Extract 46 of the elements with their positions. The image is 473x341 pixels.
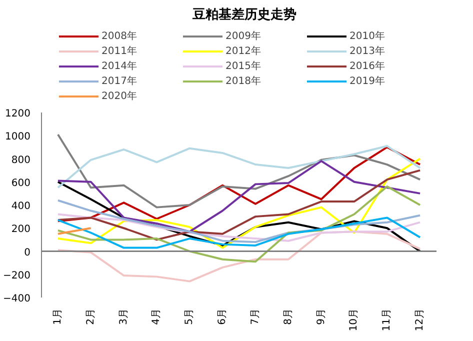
line-series <box>56 216 422 249</box>
y-tick-label: 400 <box>11 201 31 212</box>
legend-label: 2016年 <box>350 60 386 72</box>
x-tick-label: 9月 <box>316 308 327 325</box>
y-tick-label: 200 <box>11 224 31 236</box>
x-tick-label: 12月 <box>414 308 426 332</box>
x-tick-label: 3月 <box>118 308 130 325</box>
y-tick-label: 1200 <box>5 108 31 120</box>
x-tick-label: 8月 <box>282 308 294 325</box>
x-tick-label: 6月 <box>217 308 228 325</box>
y-tick-label: −400 <box>3 294 31 304</box>
legend-label: 2019年 <box>350 74 386 88</box>
legend-label: 2018年 <box>226 74 262 88</box>
x-tick-label: 7月 <box>250 308 261 325</box>
legend-label: 2015年 <box>226 60 262 72</box>
y-tick-label: 600 <box>11 178 31 189</box>
legend-label: 2020年 <box>102 90 138 102</box>
x-tick-label: 10月 <box>348 308 360 332</box>
legend-label: 2017年 <box>102 74 138 88</box>
chart-title: 豆粕基差历史走势 <box>192 6 296 22</box>
legend-label: 2013年 <box>350 44 386 58</box>
x-tick-label: 5月 <box>184 308 196 325</box>
legend-label: 2008年 <box>102 30 138 42</box>
legend-label: 2011年 <box>102 44 138 58</box>
legend-label: 2010年 <box>350 30 386 42</box>
line-series <box>56 158 422 249</box>
x-tick-label: 2月 <box>85 308 96 325</box>
x-tick-label: 4月 <box>151 308 162 325</box>
legend-label: 2012年 <box>226 44 262 58</box>
line-series <box>56 160 422 233</box>
x-tick-label: 11月 <box>382 308 393 332</box>
line-series <box>56 145 422 189</box>
line-series <box>56 169 422 241</box>
y-tick-label: 1000 <box>5 132 31 143</box>
line-series <box>56 186 422 263</box>
y-tick-label: 800 <box>11 154 31 166</box>
y-tick-label: −200 <box>3 270 31 282</box>
legend-label: 2014年 <box>102 60 138 72</box>
y-tick-label: 0 <box>24 247 31 258</box>
line-series <box>56 213 422 242</box>
line-series <box>56 146 422 222</box>
legend-label: 2009年 <box>226 30 262 42</box>
line-series <box>56 230 422 282</box>
line-series <box>56 133 422 208</box>
line-series <box>56 199 422 243</box>
x-tick-label: 1月 <box>52 308 64 325</box>
